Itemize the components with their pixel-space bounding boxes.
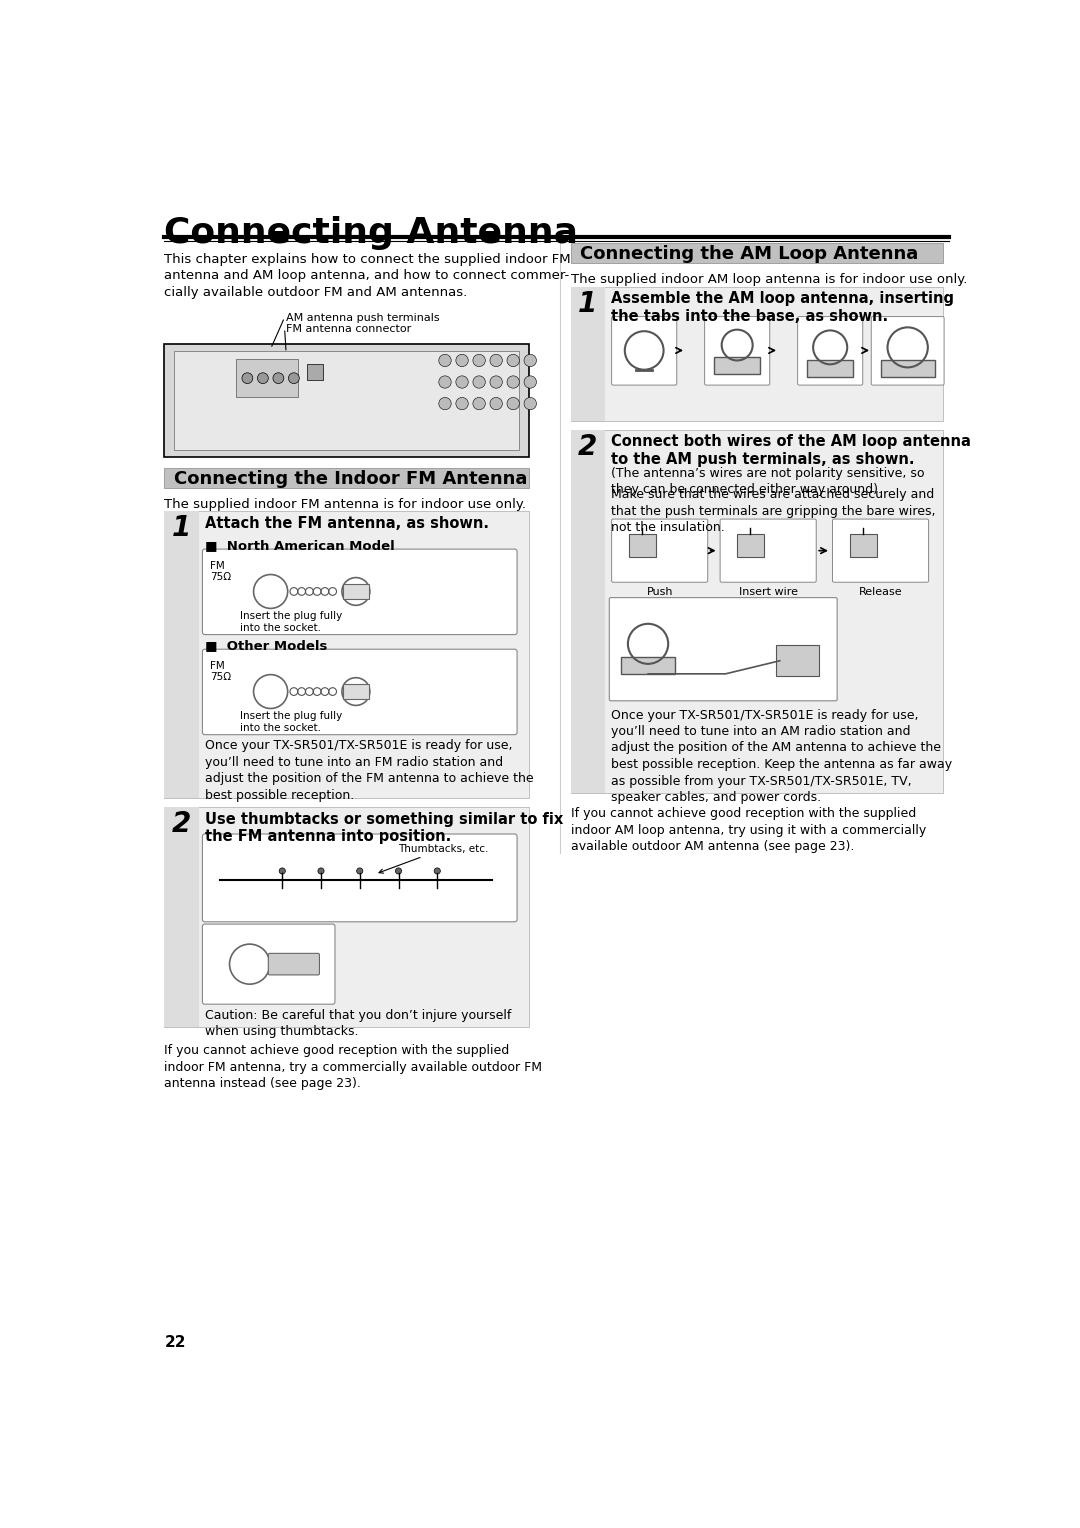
FancyBboxPatch shape xyxy=(570,243,943,263)
Text: AM antenna push terminals: AM antenna push terminals xyxy=(286,313,440,322)
Text: Insert the plug fully
into the socket.: Insert the plug fully into the socket. xyxy=(240,611,342,633)
Text: FM
75Ω: FM 75Ω xyxy=(211,660,231,683)
FancyBboxPatch shape xyxy=(611,520,707,582)
Text: FM
75Ω: FM 75Ω xyxy=(211,561,231,582)
Circle shape xyxy=(242,373,253,384)
Circle shape xyxy=(473,354,485,367)
Circle shape xyxy=(524,376,537,388)
Circle shape xyxy=(473,376,485,388)
Text: Caution: Be careful that you don’t injure yourself
when using thumbtacks.: Caution: Be careful that you don’t injur… xyxy=(205,1008,511,1039)
FancyBboxPatch shape xyxy=(164,512,529,798)
Circle shape xyxy=(279,868,285,874)
Text: 2: 2 xyxy=(172,810,191,839)
FancyBboxPatch shape xyxy=(850,533,877,556)
Circle shape xyxy=(507,397,519,410)
Text: Once your TX-SR501/TX-SR501E is ready for use,
you’ll need to tune into an AM ra: Once your TX-SR501/TX-SR501E is ready fo… xyxy=(611,709,951,804)
Text: 1: 1 xyxy=(578,290,597,318)
Circle shape xyxy=(395,868,402,874)
FancyBboxPatch shape xyxy=(609,597,837,701)
FancyBboxPatch shape xyxy=(164,468,529,489)
Text: Push: Push xyxy=(647,587,673,597)
Circle shape xyxy=(507,376,519,388)
Text: ■  Other Models: ■ Other Models xyxy=(205,639,327,652)
FancyBboxPatch shape xyxy=(738,533,765,556)
Text: FM antenna connector: FM antenna connector xyxy=(286,324,411,333)
FancyBboxPatch shape xyxy=(570,287,605,422)
FancyBboxPatch shape xyxy=(880,361,935,377)
FancyBboxPatch shape xyxy=(621,657,675,674)
Text: Insert the plug fully
into the socket.: Insert the plug fully into the socket. xyxy=(240,711,342,733)
Text: Connecting the Indoor FM Antenna: Connecting the Indoor FM Antenna xyxy=(174,469,527,487)
Circle shape xyxy=(438,376,451,388)
FancyBboxPatch shape xyxy=(202,549,517,634)
Text: (The antenna’s wires are not polarity sensitive, so
they can be connected either: (The antenna’s wires are not polarity se… xyxy=(611,466,924,497)
Text: 2: 2 xyxy=(578,432,597,461)
Text: If you cannot achieve good reception with the supplied
indoor AM loop antenna, t: If you cannot achieve good reception wit… xyxy=(570,807,926,853)
FancyBboxPatch shape xyxy=(268,953,320,975)
FancyBboxPatch shape xyxy=(342,685,369,700)
FancyBboxPatch shape xyxy=(307,364,323,380)
Text: Connecting the AM Loop Antenna: Connecting the AM Loop Antenna xyxy=(580,244,918,263)
Text: The supplied indoor AM loop antenna is for indoor use only.: The supplied indoor AM loop antenna is f… xyxy=(570,272,967,286)
Text: Insert wire: Insert wire xyxy=(739,587,798,597)
Circle shape xyxy=(507,354,519,367)
FancyBboxPatch shape xyxy=(775,645,819,677)
Circle shape xyxy=(456,354,469,367)
Circle shape xyxy=(490,376,502,388)
FancyBboxPatch shape xyxy=(704,316,770,385)
FancyBboxPatch shape xyxy=(807,361,853,377)
Circle shape xyxy=(257,373,268,384)
FancyBboxPatch shape xyxy=(342,584,369,599)
Circle shape xyxy=(288,373,299,384)
Circle shape xyxy=(490,354,502,367)
FancyBboxPatch shape xyxy=(164,807,529,1027)
Text: 1: 1 xyxy=(172,515,191,542)
FancyBboxPatch shape xyxy=(714,356,760,373)
Text: Attach the FM antenna, as shown.: Attach the FM antenna, as shown. xyxy=(205,516,489,532)
FancyBboxPatch shape xyxy=(872,316,944,385)
FancyBboxPatch shape xyxy=(570,429,943,793)
Text: Once your TX-SR501/TX-SR501E is ready for use,
you’ll need to tune into an FM ra: Once your TX-SR501/TX-SR501E is ready fo… xyxy=(205,740,534,802)
Text: Make sure that the wires are attached securely and
that the push terminals are g: Make sure that the wires are attached se… xyxy=(611,489,935,535)
Text: Thumbtacks, etc.: Thumbtacks, etc. xyxy=(379,843,489,872)
Text: Connect both wires of the AM loop antenna
to the AM push terminals, as shown.: Connect both wires of the AM loop antenn… xyxy=(611,434,971,466)
FancyBboxPatch shape xyxy=(174,351,518,449)
Circle shape xyxy=(434,868,441,874)
FancyBboxPatch shape xyxy=(164,807,199,1027)
Circle shape xyxy=(438,354,451,367)
Circle shape xyxy=(456,376,469,388)
FancyBboxPatch shape xyxy=(202,924,335,1004)
FancyBboxPatch shape xyxy=(164,512,199,798)
Text: Assemble the AM loop antenna, inserting
the tabs into the base, as shown.: Assemble the AM loop antenna, inserting … xyxy=(611,292,954,324)
FancyBboxPatch shape xyxy=(164,344,529,457)
FancyBboxPatch shape xyxy=(798,316,863,385)
FancyBboxPatch shape xyxy=(202,649,517,735)
Circle shape xyxy=(490,397,502,410)
Circle shape xyxy=(524,397,537,410)
Text: Release: Release xyxy=(859,587,903,597)
FancyBboxPatch shape xyxy=(235,359,298,397)
FancyBboxPatch shape xyxy=(570,287,943,422)
FancyBboxPatch shape xyxy=(202,834,517,921)
Text: Connecting Antenna: Connecting Antenna xyxy=(164,215,579,249)
Circle shape xyxy=(438,397,451,410)
Text: Use thumbtacks or something similar to fix
the FM antenna into position.: Use thumbtacks or something similar to f… xyxy=(205,811,563,843)
Circle shape xyxy=(356,868,363,874)
FancyBboxPatch shape xyxy=(629,533,656,556)
FancyBboxPatch shape xyxy=(570,429,605,793)
Text: 22: 22 xyxy=(164,1334,186,1349)
FancyBboxPatch shape xyxy=(611,316,677,385)
Text: The supplied indoor FM antenna is for indoor use only.: The supplied indoor FM antenna is for in… xyxy=(164,498,526,510)
Text: If you cannot achieve good reception with the supplied
indoor FM antenna, try a : If you cannot achieve good reception wit… xyxy=(164,1044,542,1089)
Circle shape xyxy=(273,373,284,384)
Text: This chapter explains how to connect the supplied indoor FM
antenna and AM loop : This chapter explains how to connect the… xyxy=(164,252,571,298)
FancyBboxPatch shape xyxy=(720,520,816,582)
Circle shape xyxy=(524,354,537,367)
Circle shape xyxy=(473,397,485,410)
Text: ■  North American Model: ■ North American Model xyxy=(205,539,394,552)
FancyBboxPatch shape xyxy=(833,520,929,582)
Circle shape xyxy=(318,868,324,874)
Circle shape xyxy=(456,397,469,410)
